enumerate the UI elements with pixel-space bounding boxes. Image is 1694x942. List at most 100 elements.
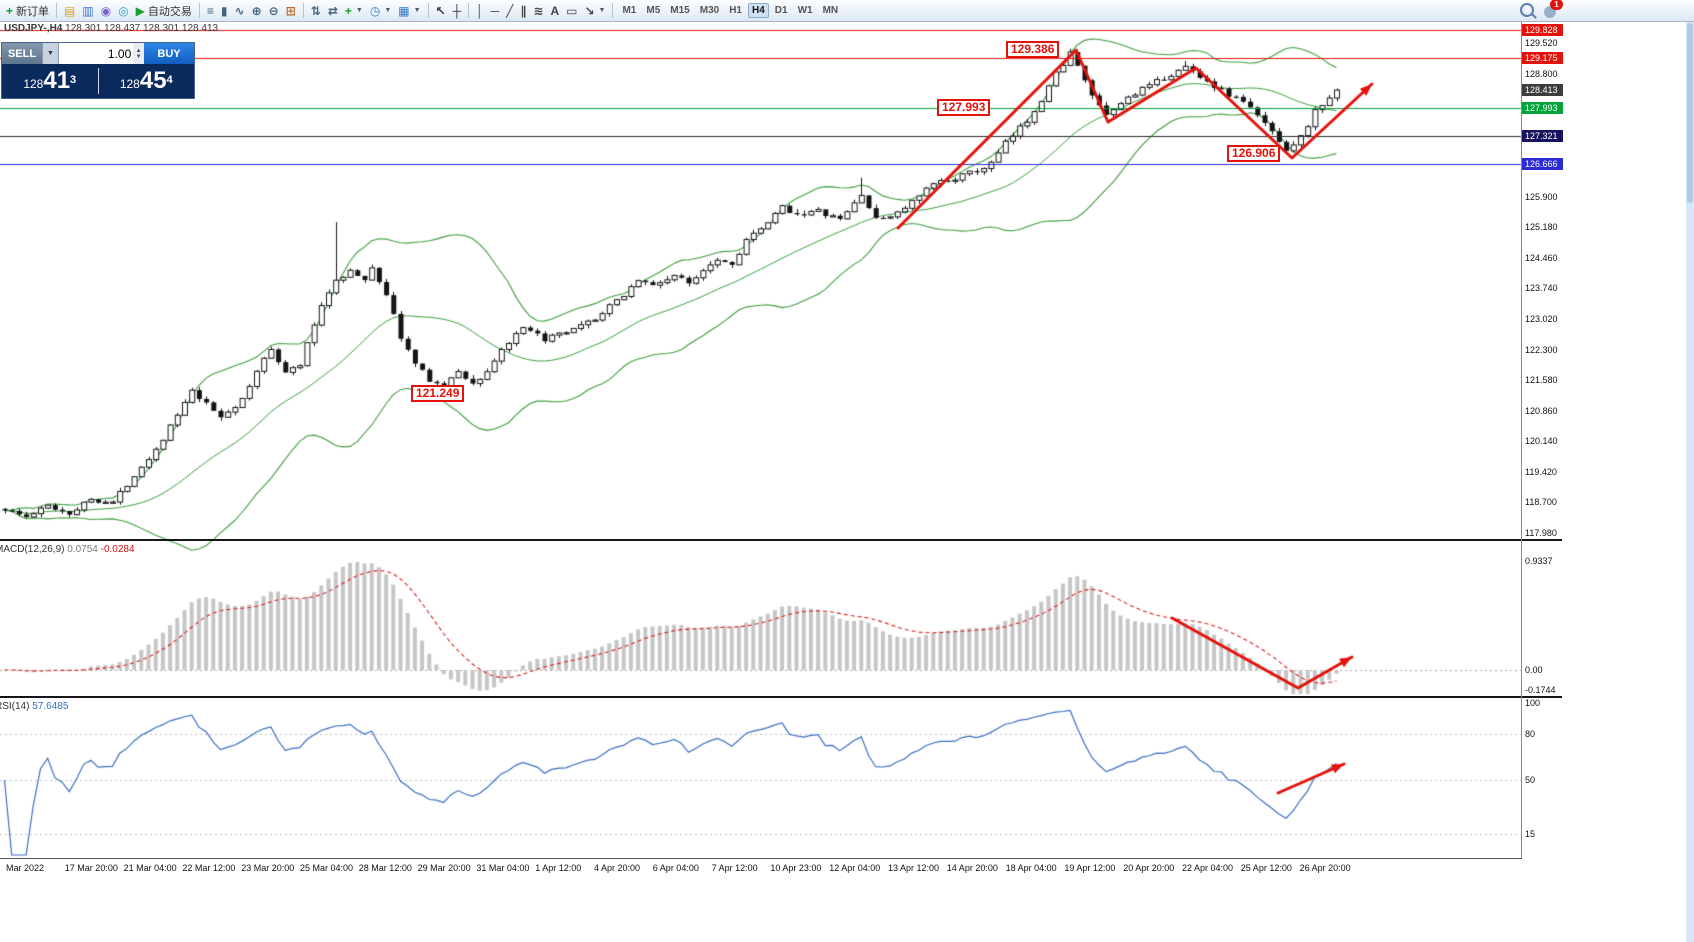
- add-indicator-icon: +: [344, 3, 352, 18]
- price-tick-label: 120.860: [1525, 405, 1558, 416]
- scrollbar-thumb[interactable]: [1687, 23, 1693, 203]
- price-annotation[interactable]: 129.386: [1006, 41, 1060, 58]
- indicator-window-button[interactable]: ⇄: [325, 2, 341, 20]
- fibonacci-button[interactable]: ≋: [530, 2, 546, 20]
- text-button[interactable]: A: [547, 2, 562, 20]
- time-axis-label: 17 Mar 20:00: [64, 863, 118, 873]
- price-tick-label: 124.460: [1525, 252, 1558, 263]
- buy-price[interactable]: 128454: [99, 69, 195, 93]
- time-axis-label: 31 Mar 04:00: [476, 863, 530, 873]
- price-tick-label: 125.180: [1525, 222, 1558, 233]
- tile-windows-button[interactable]: ⊞: [283, 2, 299, 20]
- rsi-scale-label: 100: [1525, 698, 1541, 708]
- rsi-value: 57.6485: [32, 701, 69, 712]
- timeframe-button-w1[interactable]: W1: [797, 5, 813, 16]
- price-annotation[interactable]: 127.993: [937, 99, 991, 116]
- time-axis-label: 4 Apr 20:00: [594, 863, 641, 873]
- volume-input[interactable]: [59, 43, 134, 64]
- zoom-out-button[interactable]: ⊖: [266, 2, 282, 20]
- timeframe-button-mn[interactable]: MN: [822, 5, 839, 16]
- zoom-in-button[interactable]: ⊕: [249, 2, 265, 20]
- periods-button[interactable]: ◷ ▼: [367, 2, 394, 20]
- line-chart-type-button[interactable]: ∿: [232, 2, 248, 20]
- price-annotation[interactable]: 121.249: [411, 385, 465, 402]
- sell-price-main: 128: [23, 77, 44, 91]
- macd-header: MACD(12,26,9) 0.0754 -0.0284: [0, 544, 135, 555]
- price-tick-label: 121.580: [1525, 375, 1558, 386]
- label-button[interactable]: ▭: [563, 2, 580, 20]
- price-chart-canvas[interactable]: [0, 0, 1522, 880]
- cursor-icon: ↖: [435, 3, 446, 18]
- cursor-button[interactable]: ↖: [433, 2, 449, 20]
- timeframe-button-h4[interactable]: H4: [747, 3, 769, 18]
- line-chart-icon: ∿: [234, 3, 245, 18]
- vertical-scrollbar[interactable]: [1686, 21, 1694, 942]
- price-tick-label: 118.700: [1525, 497, 1557, 508]
- timeframe-button-d1[interactable]: D1: [774, 5, 788, 16]
- price-tag: 126.666: [1522, 158, 1563, 171]
- vertical-line-button[interactable]: │: [473, 2, 487, 20]
- notifications-button[interactable]: 1: [1544, 0, 1563, 18]
- time-axis-label: 22 Mar 12:00: [182, 863, 236, 873]
- buy-button[interactable]: BUY: [144, 43, 194, 64]
- zoom-out-icon: ⊖: [268, 3, 279, 18]
- macd-main-value: 0.0754: [67, 544, 98, 555]
- new-order-button[interactable]: + 新订单: [3, 2, 52, 20]
- timeframe-button-m5[interactable]: M5: [646, 5, 661, 16]
- candle-chart-type-button[interactable]: ▮: [218, 2, 231, 20]
- crosshair-button[interactable]: ┼: [450, 2, 465, 20]
- chart-ohlc-header: USDJPY-,H4 128.301 128.437 128.301 128.4…: [4, 23, 218, 34]
- search-icon[interactable]: [1520, 3, 1534, 17]
- price-scale[interactable]: 129.520 128.800 125.900 125.180 124.460 123.7…: [1522, 0, 1563, 877]
- volume-field-wrap: ▲ ▼: [58, 43, 144, 64]
- fibonacci-icon: ≋: [533, 3, 544, 18]
- stepper-up-icon[interactable]: ▲: [135, 47, 142, 54]
- charts-button[interactable]: ▥: [79, 2, 96, 20]
- indicator-list-button[interactable]: ⇅: [308, 2, 324, 20]
- timeframe-button-h1[interactable]: H1: [729, 5, 742, 16]
- navigator-button[interactable]: ◎: [115, 2, 131, 20]
- price-annotation[interactable]: 126.906: [1227, 145, 1281, 162]
- toolbar-separator: [198, 3, 200, 18]
- price-tag: 127.321: [1522, 130, 1563, 143]
- time-axis-label: 26 Apr 20:00: [1299, 863, 1351, 873]
- horizontal-line-button[interactable]: ─: [488, 2, 503, 20]
- price-tick-label: 117.980: [1525, 528, 1557, 538]
- toolbar-separator: [427, 3, 429, 18]
- trade-panel-top-row: SELL ▼ ▲ ▼ BUY: [2, 43, 194, 64]
- indicator-list-icon: ⇅: [310, 3, 321, 18]
- price-tick-label: 120.140: [1525, 436, 1558, 447]
- stepper-down-icon[interactable]: ▼: [135, 53, 142, 60]
- channel-button[interactable]: ∥: [517, 2, 529, 20]
- macd-scale-label: 0.9337: [1525, 556, 1553, 566]
- sell-button[interactable]: SELL: [2, 43, 42, 64]
- text-icon: A: [550, 3, 560, 18]
- rsi-scale-label: 50: [1525, 775, 1536, 785]
- timeframe-button-m30[interactable]: M30: [699, 5, 720, 16]
- arrows-tool-button[interactable]: ↘ ▼: [581, 2, 608, 20]
- timeframe-button-m1[interactable]: M1: [622, 5, 637, 16]
- market-watch-button[interactable]: ◉: [98, 2, 114, 20]
- buy-price-main: 128: [119, 77, 140, 91]
- trendline-button[interactable]: ╱: [503, 2, 516, 20]
- bar-chart-type-button[interactable]: ≡: [204, 2, 217, 20]
- zoom-in-icon: ⊕: [251, 3, 262, 18]
- price-tick-label: 123.740: [1525, 283, 1558, 294]
- profiles-button[interactable]: ▤: [61, 2, 78, 20]
- timeframe-button-m15[interactable]: M15: [670, 5, 690, 16]
- macd-signal-value: -0.0284: [100, 544, 135, 555]
- templates-button[interactable]: ▦ ▼: [395, 2, 423, 20]
- rsi-panel-separator[interactable]: [0, 696, 1562, 698]
- time-axis[interactable]: Mar 2022 17 Mar 20:00 21 Mar 04:00 22 Mar 1…: [0, 858, 1522, 877]
- one-click-trading-panel: SELL ▼ ▲ ▼ BUY 128413 128454: [1, 42, 195, 99]
- price-tag: 127.993: [1522, 101, 1563, 114]
- add-indicator-button[interactable]: + ▼: [342, 2, 366, 20]
- macd-panel-separator[interactable]: [0, 539, 1562, 541]
- sell-price[interactable]: 128413: [2, 69, 98, 93]
- clock-icon: ◷: [369, 3, 381, 18]
- toolbar-separator: [612, 3, 614, 18]
- volume-dropdown-button[interactable]: ▼: [42, 43, 58, 64]
- price-tick-label: 125.900: [1525, 191, 1558, 202]
- auto-trading-button[interactable]: ▶ 自动交易: [133, 2, 195, 20]
